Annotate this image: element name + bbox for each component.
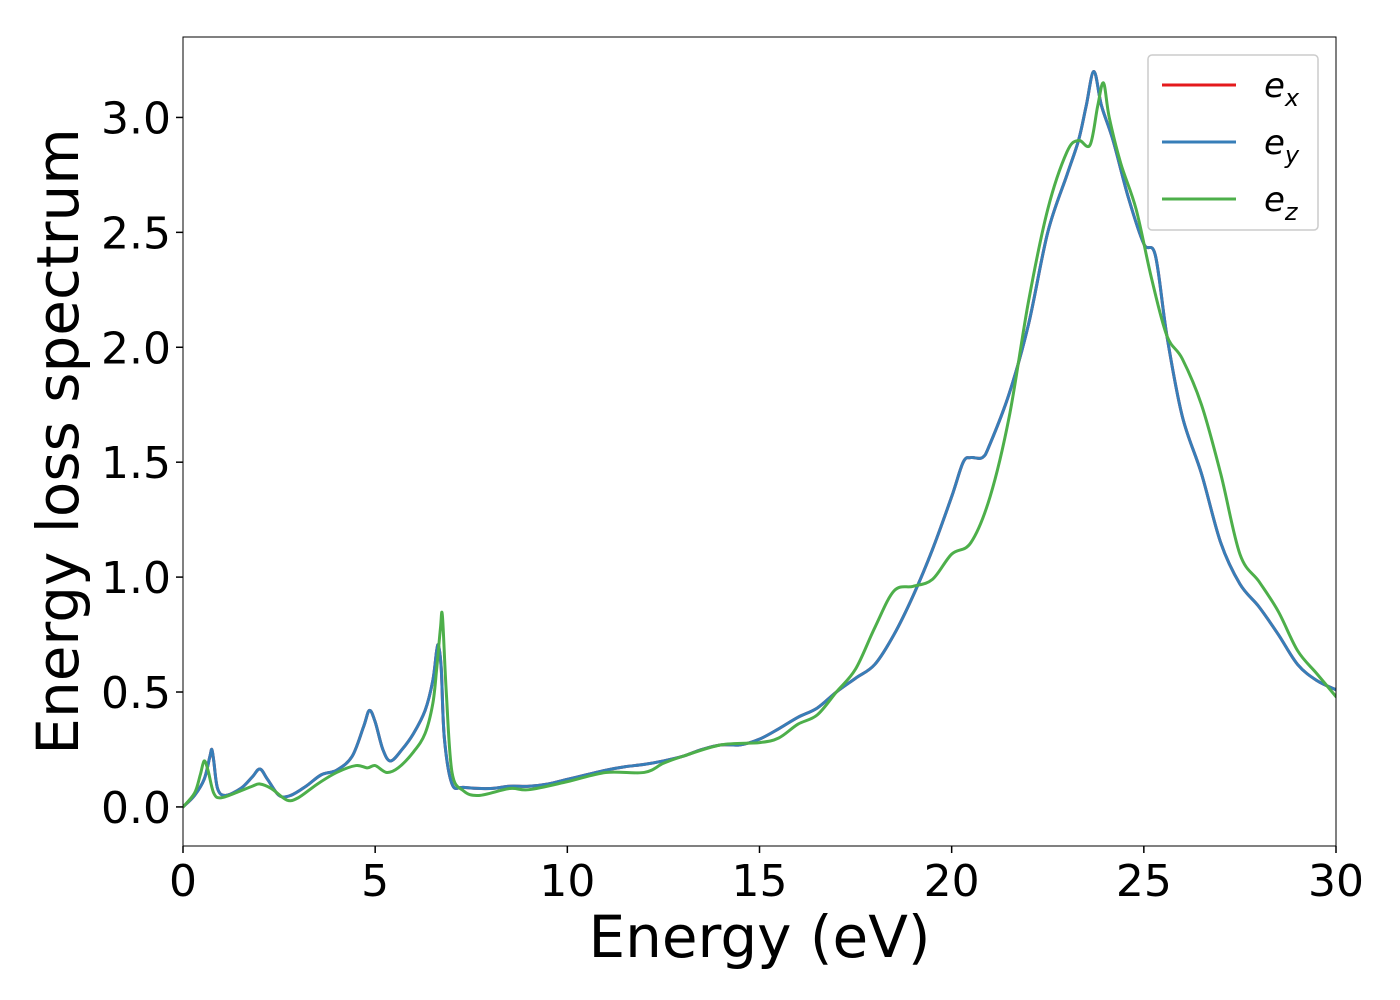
legend-item-e-z: ez	[1162, 180, 1299, 226]
y-tick-label: 2.0	[101, 323, 171, 374]
x-tick-label: 15	[732, 856, 788, 907]
x-tick-label: 0	[169, 856, 197, 907]
legend-label: ez	[1264, 180, 1299, 226]
y-tick-label: 3.0	[101, 93, 171, 144]
series-layer	[183, 69, 1336, 809]
legend-item-e-y: ey	[1162, 123, 1300, 169]
legend-label: ex	[1264, 66, 1300, 112]
series-line-e-y	[183, 69, 1336, 809]
y-axis-label: Energy loss spectrum	[24, 128, 92, 754]
y-tick-label: 0.0	[101, 783, 171, 834]
x-axis: 0 5 10 15 20 25 30	[169, 846, 1364, 907]
y-axis: 0.0 0.5 1.0 1.5 2.0 2.5 3.0	[101, 93, 183, 834]
x-tick-label: 30	[1308, 856, 1364, 907]
y-tick-label: 2.5	[101, 208, 171, 259]
series-line-e-z	[183, 81, 1336, 809]
legend-label: ey	[1264, 123, 1300, 169]
legend-item-e-x: ex	[1162, 66, 1300, 112]
x-tick-label: 10	[539, 856, 595, 907]
y-tick-label: 1.5	[101, 438, 171, 489]
x-tick-label: 25	[1116, 856, 1172, 907]
y-tick-label: 1.0	[101, 553, 171, 604]
x-tick-label: 20	[924, 856, 980, 907]
x-tick-label: 5	[361, 856, 389, 907]
y-tick-label: 0.5	[101, 668, 171, 719]
legend: ex ey ez	[1147, 54, 1319, 231]
x-axis-label: Energy (eV)	[588, 903, 930, 971]
